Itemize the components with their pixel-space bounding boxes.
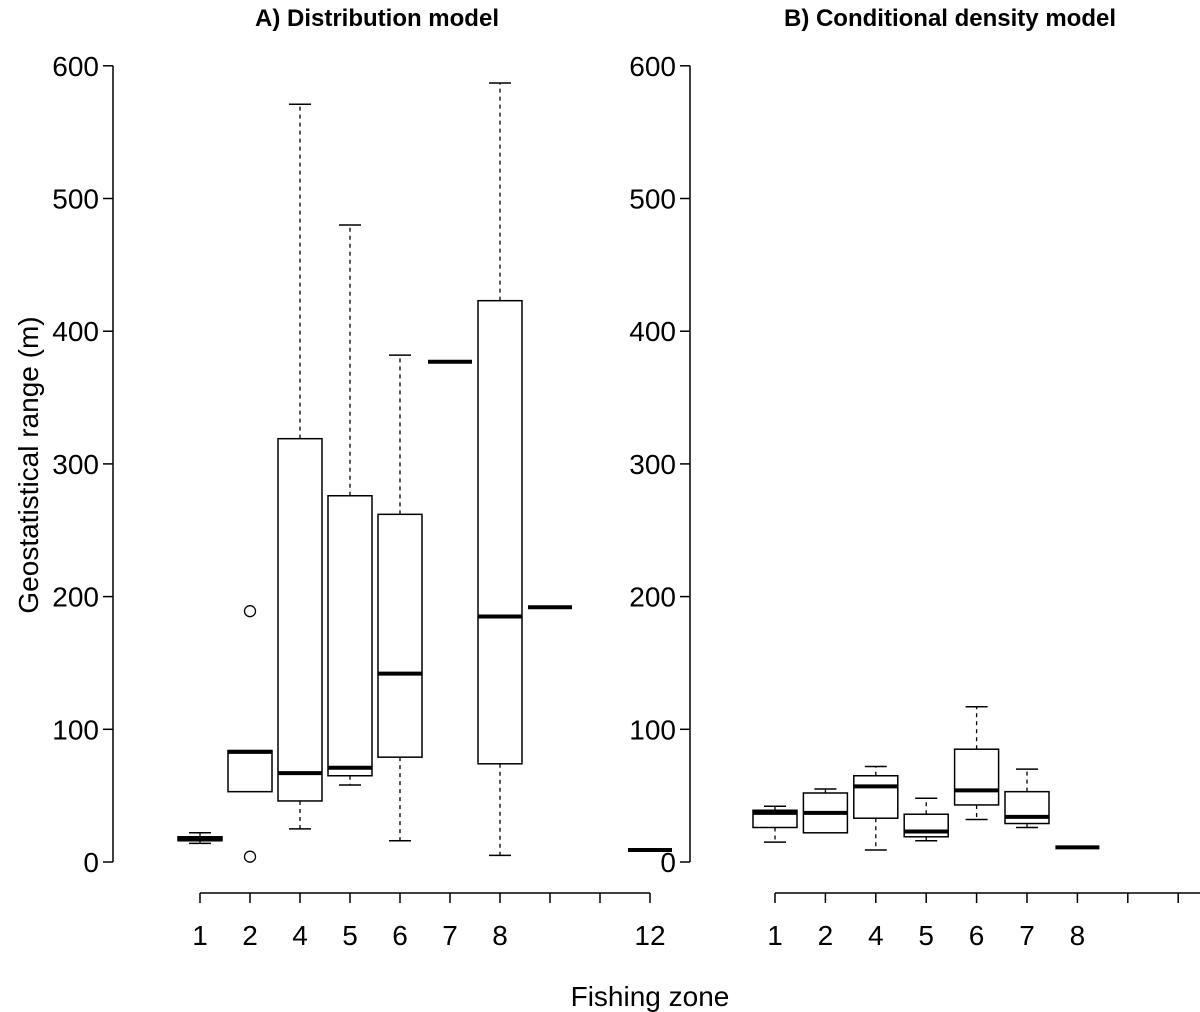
box-zone-5 <box>903 797 949 842</box>
x-tick-label: 6 <box>392 920 408 951</box>
box-zone-2 <box>227 605 273 863</box>
y-tick-label: 400 <box>52 316 99 347</box>
x-tick-label: 1 <box>767 920 783 951</box>
x-tick-label: 2 <box>818 920 834 951</box>
box-series <box>177 82 672 863</box>
box-zone-1 <box>177 832 223 845</box>
x-tick-label: 8 <box>1070 920 1086 951</box>
x-tick-label: 5 <box>342 920 358 951</box>
y-tick-label: 0 <box>660 847 676 878</box>
y-tick-label: 100 <box>629 714 676 745</box>
y-tick-label: 400 <box>629 316 676 347</box>
outlier-point <box>243 605 257 618</box>
y-tick-label: 600 <box>52 51 99 82</box>
y-tick-label: 200 <box>629 582 676 613</box>
x-tick-label: 8 <box>492 920 508 951</box>
box-zone-6 <box>377 354 423 842</box>
y-tick-label: 500 <box>52 184 99 215</box>
x-tick-label: 2 <box>242 920 258 951</box>
panel-distribution-model: A) Distribution model Geostatistical ran… <box>13 5 672 951</box>
x-tick-label: 4 <box>292 920 308 951</box>
box-iqr <box>953 748 1000 806</box>
box-iqr <box>327 494 373 777</box>
box-zone-6 <box>953 705 1000 821</box>
box-iqr <box>277 437 323 802</box>
x-tick-label: 12 <box>634 920 665 951</box>
y-tick-label: 300 <box>629 449 676 480</box>
outlier-point <box>243 850 257 863</box>
box-zone-4 <box>853 765 899 851</box>
x-tick-label: 1 <box>192 920 208 951</box>
box-iqr <box>227 749 273 793</box>
y-tick-label: 300 <box>52 449 99 480</box>
box-zone-1 <box>752 805 798 843</box>
x-tick-label: 4 <box>868 920 884 951</box>
x-tick-label: 7 <box>1019 920 1035 951</box>
y-tick-label: 600 <box>629 51 676 82</box>
box-zone-4 <box>277 103 323 830</box>
y-tick-label: 100 <box>52 714 99 745</box>
panel-title: B) Conditional density model <box>784 5 1116 32</box>
box-iqr <box>853 774 899 819</box>
y-axis: 0 100 200 300 400 500 600 <box>629 51 691 878</box>
y-axis: 0 100 200 300 400 500 600 <box>52 51 114 878</box>
box-iqr <box>377 513 423 758</box>
box-zone-8 <box>477 82 523 857</box>
y-tick-label: 200 <box>52 582 99 613</box>
box-zone-7 <box>1004 768 1050 829</box>
panel-title: A) Distribution model <box>255 5 499 32</box>
x-tick-label: 6 <box>969 920 985 951</box>
x-axis-label: Fishing zone <box>571 981 730 1012</box>
panel-conditional-density-model: B) Conditional density model 0 100 200 300 4… <box>629 5 1200 951</box>
box-zone-5 <box>327 224 373 786</box>
x-tick-label: 5 <box>918 920 934 951</box>
box-series <box>752 705 1100 851</box>
y-tick-label: 0 <box>83 847 99 878</box>
x-tick-label: 7 <box>442 920 458 951</box>
box-zone-2 <box>802 788 849 834</box>
box-iqr <box>477 299 523 765</box>
y-tick-label: 500 <box>629 184 676 215</box>
y-axis-label: Geostatistical range (m) <box>13 316 44 613</box>
